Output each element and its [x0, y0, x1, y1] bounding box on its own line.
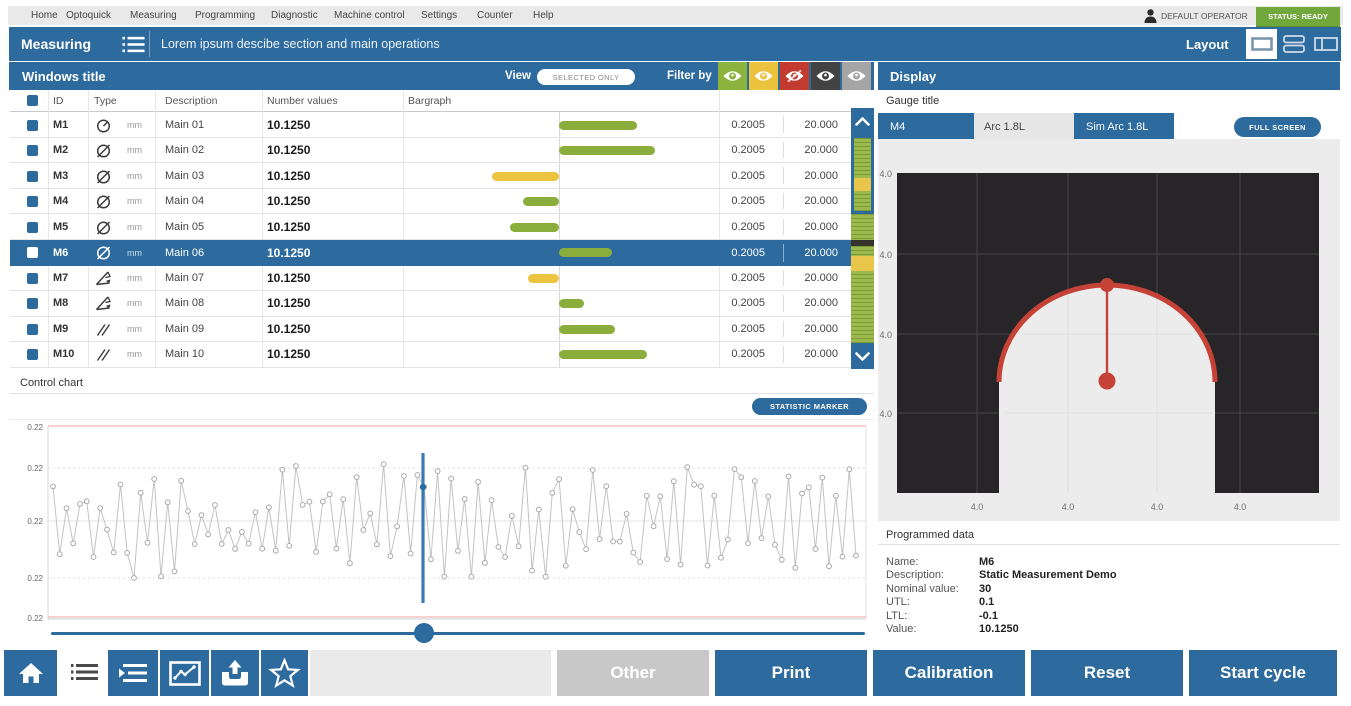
svg-text:0.22: 0.22	[27, 574, 43, 583]
svg-text:0.22: 0.22	[27, 517, 43, 526]
svg-text:4.0: 4.0	[879, 409, 892, 419]
svg-text:4.0: 4.0	[1151, 502, 1164, 512]
svg-text:0.22: 0.22	[27, 464, 43, 473]
svg-text:4.0: 4.0	[879, 250, 892, 260]
svg-text:4.0: 4.0	[1062, 502, 1075, 512]
svg-text:0.22: 0.22	[27, 614, 43, 623]
svg-text:4.0: 4.0	[1234, 502, 1247, 512]
svg-text:0.22: 0.22	[27, 423, 43, 432]
svg-text:4.0: 4.0	[971, 502, 984, 512]
svg-text:4.0: 4.0	[879, 330, 892, 340]
svg-text:4.0: 4.0	[879, 169, 892, 179]
